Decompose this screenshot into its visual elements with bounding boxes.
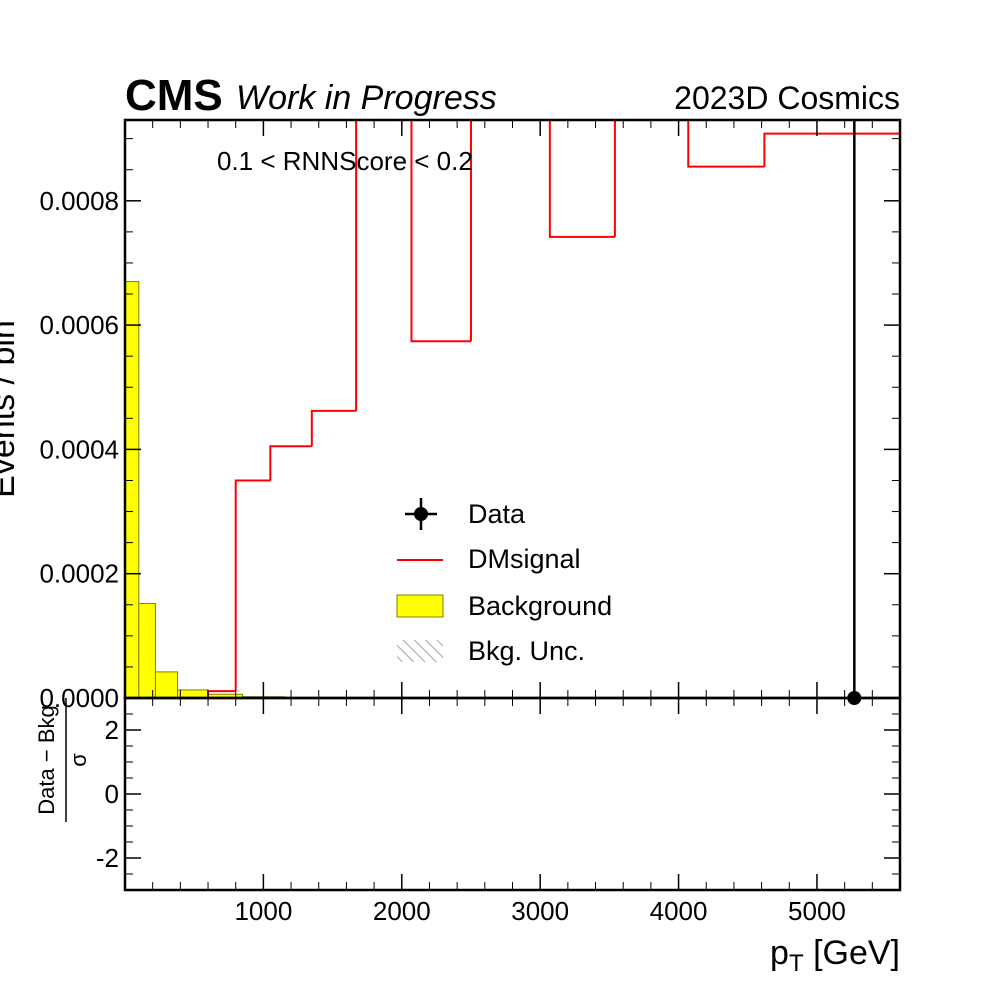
main-ytick-label: 0.0008 — [39, 186, 119, 216]
ratio-ytick-label: 2 — [105, 715, 119, 745]
main-y-axis-title: Events / bin — [0, 320, 22, 498]
main-axis-ticks: 0.0000 0.0002 0.0004 0.0006 0.0008 — [39, 120, 900, 713]
ratio-xtick-label: 3000 — [511, 896, 569, 926]
legend-label-background: Background — [468, 591, 612, 621]
signal-bin — [469, 120, 472, 342]
background-bin — [125, 281, 140, 698]
ratio-y-numerator: Data − Bkg — [34, 705, 59, 814]
legend-unc-swatch — [397, 640, 443, 662]
main-ytick-label: 0.0004 — [39, 434, 119, 464]
signal-bin — [310, 409, 357, 447]
signal-bin — [763, 132, 900, 167]
legend-label-unc: Bkg. Unc. — [468, 636, 585, 666]
ratio-xtick-label: 5000 — [788, 896, 846, 926]
ratio-ytick-label: 0 — [105, 779, 119, 809]
ratio-panel-frame — [123, 696, 902, 892]
background-bin — [138, 603, 156, 698]
selection-annotation: 0.1 < RNNScore < 0.2 — [217, 146, 473, 176]
main-ytick-label: 0.0006 — [39, 310, 119, 340]
legend-background-swatch — [396, 594, 444, 618]
ratio-xtick-label: 2000 — [373, 896, 431, 926]
legend: Data DMsignal Background Bkg. Unc. — [396, 498, 612, 666]
main-ytick-label: 0.0002 — [39, 559, 119, 589]
legend-label-signal: DMsignal — [468, 544, 581, 574]
ratio-y-denominator: σ — [66, 753, 91, 767]
ratio-y-axis-title: Data − Bkg σ — [34, 698, 91, 822]
signal-bin — [234, 479, 271, 692]
main-ytick-label: 0.0000 — [39, 683, 119, 713]
data-points — [847, 120, 862, 705]
legend-label-data: Data — [468, 499, 526, 529]
signal-bin — [613, 120, 616, 237]
dataset-label: 2023D Cosmics — [674, 80, 900, 116]
legend-data-marker — [405, 498, 437, 530]
ratio-xtick-label: 4000 — [650, 896, 708, 926]
experiment-label: CMS — [125, 71, 223, 120]
ratio-ytick-label: -2 — [96, 843, 119, 873]
signal-bin — [548, 120, 615, 238]
background-bin — [154, 671, 179, 698]
ratio-axis-ticks: 1000 2000 3000 4000 5000 -2 0 2 — [96, 698, 900, 926]
signal-bin — [410, 120, 471, 343]
status-label: Work in Progress — [236, 79, 497, 117]
ratio-xtick-label: 1000 — [234, 896, 292, 926]
signal-bin — [687, 120, 765, 168]
x-axis-title: pT [GeV] — [770, 934, 900, 977]
signal-bin — [355, 120, 358, 411]
signal-bin — [269, 445, 312, 481]
